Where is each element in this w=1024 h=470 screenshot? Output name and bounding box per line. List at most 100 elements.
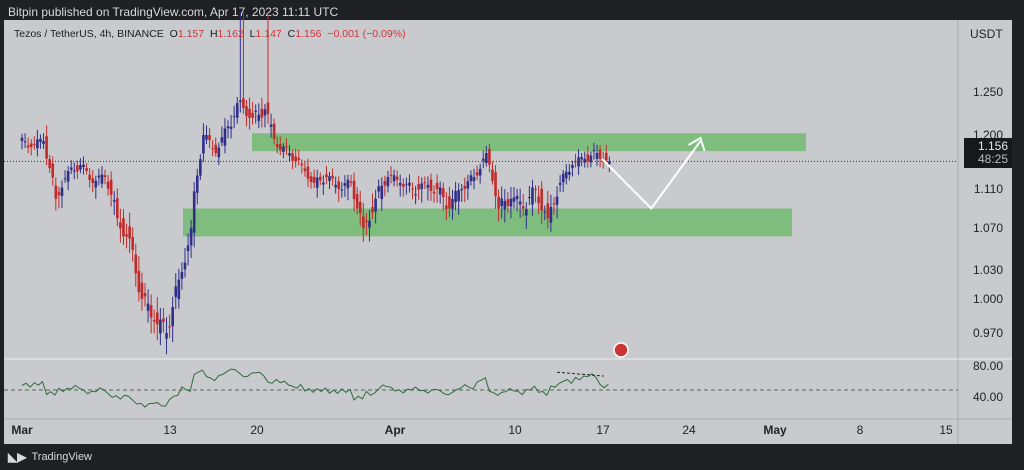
candle-body [568, 171, 571, 175]
candle-body [245, 106, 248, 117]
low-label: L [249, 28, 256, 40]
zone-support [183, 208, 792, 237]
candle-body [494, 172, 497, 197]
candle-body [589, 155, 593, 163]
candle-body [355, 194, 359, 209]
candle-body [257, 114, 261, 122]
candle-body [472, 177, 476, 182]
candle-body [441, 188, 445, 198]
candle-body [543, 211, 547, 213]
candle-body [82, 164, 85, 168]
candle-body [195, 175, 199, 193]
candle-body [192, 191, 196, 233]
candle-body [386, 177, 390, 187]
candle-body [574, 161, 577, 163]
candle-body [66, 171, 70, 182]
candle-body [183, 262, 187, 270]
candle-body [608, 161, 611, 164]
price-tick: 1.000 [973, 292, 1003, 306]
candle-body [168, 326, 171, 328]
candle-body [103, 175, 107, 177]
candle-body [481, 158, 485, 161]
candle-body [199, 159, 202, 176]
candle-body [119, 222, 122, 229]
candle-body [577, 157, 580, 167]
candle-body [531, 187, 534, 205]
rsi-divergence-line [557, 371, 604, 377]
candle-body [534, 188, 537, 190]
candle-body [500, 198, 503, 207]
candle-body [54, 185, 58, 199]
candle-body [285, 146, 288, 148]
candle-body [491, 169, 494, 181]
time-tick: May [763, 423, 787, 437]
candle-body [306, 166, 310, 179]
candle-body [51, 163, 55, 178]
rsi-line [21, 368, 609, 408]
candle-body [352, 180, 356, 200]
candle-body [251, 112, 254, 118]
candle-body [469, 175, 473, 182]
candle-body [156, 312, 159, 325]
candle-body [571, 165, 574, 169]
candle-body [205, 135, 208, 140]
candle-body [242, 98, 245, 108]
candle-body [309, 176, 313, 182]
time-tick: 10 [508, 423, 522, 437]
candle-body [202, 135, 205, 154]
current-price: 1.156 [977, 139, 1008, 153]
candle-body [152, 320, 156, 322]
candle-body [88, 174, 91, 180]
candle-body [26, 145, 30, 148]
rsi-tick: 40.00 [973, 390, 1003, 404]
close-value: 1.156 [295, 28, 322, 40]
candle-body [408, 182, 411, 186]
candle-body [555, 196, 559, 205]
price-tick: 0.970 [973, 326, 1003, 340]
candle-body [254, 110, 257, 112]
candle-body [546, 203, 550, 219]
candle-body [598, 149, 602, 160]
candle-body [42, 141, 45, 144]
tradingview-logo-icon: ◣▶ [8, 450, 27, 464]
candle-body [220, 137, 224, 143]
low-value: 1.147 [255, 28, 282, 40]
candle-body [232, 116, 236, 118]
candle-body [383, 181, 387, 186]
candle-body [460, 189, 464, 191]
candle-body [174, 286, 178, 297]
candle-body [528, 197, 531, 199]
candle-body [239, 100, 242, 103]
candle-body [392, 175, 396, 182]
candle-body [165, 333, 168, 339]
candle-body [76, 165, 79, 172]
candle-body [343, 183, 347, 186]
price-tick: 1.250 [973, 85, 1003, 99]
bar-countdown: 48:25 [977, 152, 1008, 166]
candle-body [263, 109, 267, 116]
candle-body [377, 186, 380, 192]
candle-body [226, 126, 230, 129]
candle-body [186, 245, 190, 252]
candle-body [214, 144, 218, 153]
candle-body [518, 201, 522, 205]
arrow-head-icon [687, 136, 706, 152]
candle-body [217, 147, 221, 158]
candle-body [402, 184, 405, 187]
candle-body [435, 182, 439, 189]
candle-body [537, 196, 540, 204]
currency-label: USDT [970, 27, 1003, 41]
candle-body [580, 157, 583, 160]
candle-body [340, 189, 344, 191]
candle-body [405, 183, 408, 185]
time-tick: 17 [596, 423, 610, 437]
candle-body [36, 139, 39, 149]
candle-body [85, 168, 88, 171]
candle-body [475, 172, 479, 176]
candle-body [211, 148, 214, 150]
candle-body [448, 196, 451, 209]
candle-body [451, 198, 454, 209]
candle-body [208, 135, 211, 141]
candle-body [398, 183, 402, 186]
